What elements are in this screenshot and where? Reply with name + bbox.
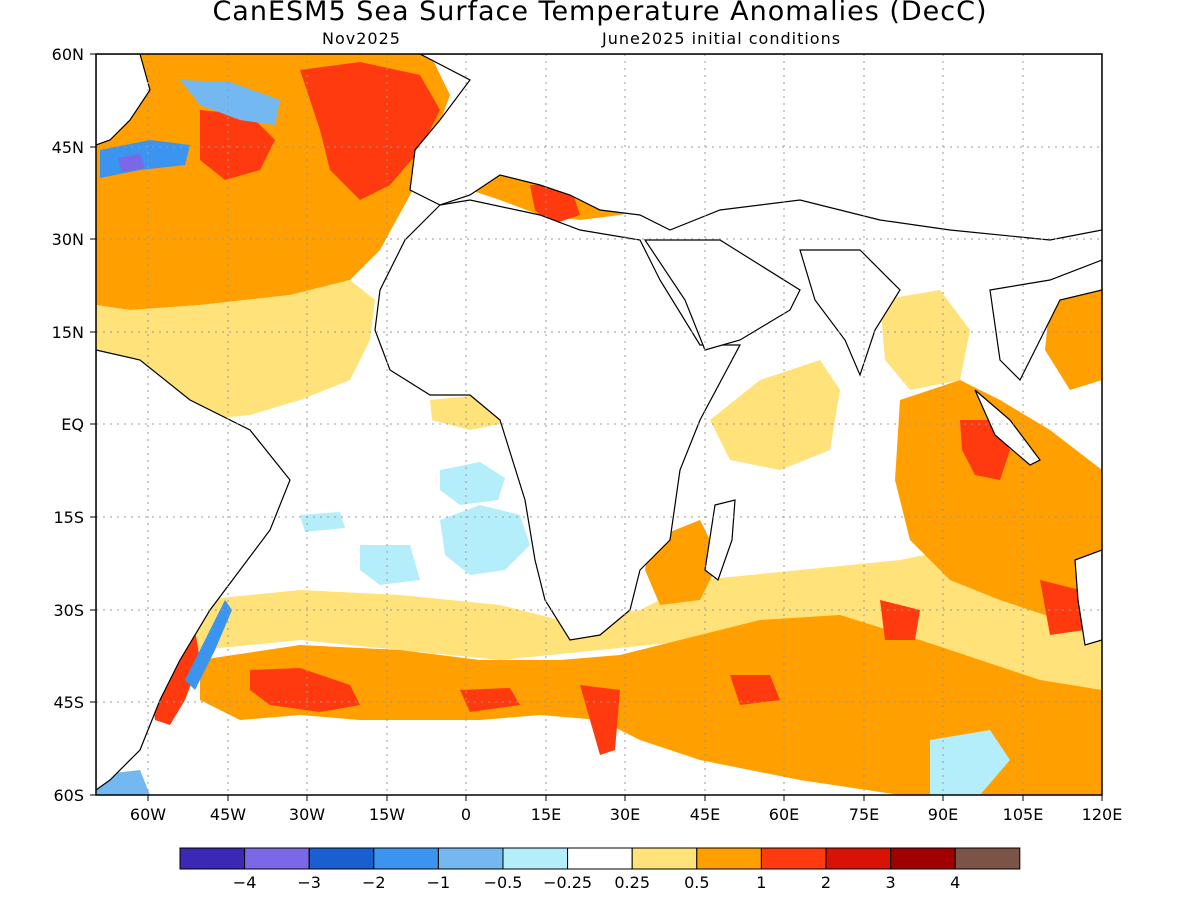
colorbar-swatch bbox=[502, 847, 569, 870]
colorbar-swatch bbox=[760, 847, 827, 870]
lon-label: 60E bbox=[769, 805, 799, 824]
indian-ocean-west-yellow bbox=[710, 360, 840, 470]
gridlines bbox=[96, 54, 1102, 795]
malvinas-cold-streak bbox=[185, 600, 232, 690]
lat-label: 30N bbox=[52, 230, 84, 249]
colorbar-swatch bbox=[631, 847, 698, 870]
south-atlantic-hot-1 bbox=[250, 668, 360, 712]
lon-label: 0 bbox=[461, 805, 471, 824]
lon-label: 30E bbox=[610, 805, 640, 824]
colorbar-swatch bbox=[244, 847, 310, 870]
colorbar-label: 0.25 bbox=[614, 873, 650, 892]
lat-label: 15S bbox=[53, 508, 84, 527]
colorbar-label: −0.25 bbox=[543, 873, 592, 892]
colorbar-label: −4 bbox=[233, 873, 257, 892]
lat-label: EQ bbox=[61, 415, 84, 434]
forecast-month: Nov2025 bbox=[322, 29, 401, 48]
south-america-landmass bbox=[96, 349, 291, 791]
africa-landmass bbox=[374, 199, 741, 641]
mediterranean-hot bbox=[530, 185, 580, 225]
lon-label: 60W bbox=[130, 805, 166, 824]
lon-label: 15W bbox=[369, 805, 405, 824]
lat-label: 60N bbox=[52, 45, 84, 64]
colorbar-label: −1 bbox=[427, 873, 451, 892]
australia-west-warm bbox=[1040, 580, 1085, 635]
australia-landmass bbox=[1074, 549, 1102, 646]
india-landmass bbox=[799, 249, 901, 377]
colorbar-label: −3 bbox=[297, 873, 321, 892]
north-atlantic-hot-core-2 bbox=[200, 110, 275, 180]
colorbar-label: 0.5 bbox=[684, 873, 709, 892]
sumatra-landmass bbox=[974, 389, 1041, 466]
colorbar-swatch bbox=[179, 847, 246, 870]
lon-label: 105E bbox=[1003, 805, 1044, 824]
colorbar: −4 −3 −2 −1 −0.5 −0.25 0.25 0.5 1 2 3 4 bbox=[179, 847, 1021, 892]
south-atlantic-cool-3 bbox=[300, 512, 345, 532]
lat-label: 15N bbox=[52, 323, 84, 342]
colorbar-swatch bbox=[567, 847, 633, 870]
indian-ocean-east-warm bbox=[895, 380, 1102, 620]
south-atlantic-cool-2 bbox=[440, 462, 505, 505]
lon-label: 30W bbox=[289, 805, 325, 824]
lat-label: 30S bbox=[53, 601, 84, 620]
europe-landmass bbox=[409, 54, 1102, 241]
initial-conditions-label: June2025 initial conditions bbox=[602, 29, 842, 48]
lon-label: 75E bbox=[849, 805, 879, 824]
newfoundland-cold-patch bbox=[180, 80, 280, 125]
latitude-labels: 60N 45N 30N 15N EQ 15S 30S 45S 60S bbox=[52, 45, 84, 805]
lon-label: 45E bbox=[690, 805, 720, 824]
anomaly-shading bbox=[96, 54, 1102, 795]
colorbar-swatch bbox=[373, 847, 439, 870]
brazil-current-hot bbox=[150, 630, 200, 725]
colorbar-swatch bbox=[308, 847, 375, 870]
longitude-labels: 60W 45W 30W 15W 0 15E 30E 45E 60E 75E 90… bbox=[130, 805, 1122, 824]
colorbar-label: 3 bbox=[886, 873, 896, 892]
lat-label: 45N bbox=[52, 138, 84, 157]
madagascar-landmass bbox=[704, 499, 736, 581]
southern-ocean-cool-patch bbox=[930, 730, 1010, 795]
lat-label: 60S bbox=[53, 786, 84, 805]
colorbar-swatch bbox=[890, 847, 956, 870]
coastlines bbox=[96, 54, 1102, 791]
southern-ocean-orange-belt bbox=[200, 615, 1102, 795]
colorbar-swatch bbox=[437, 847, 504, 870]
map-title: CanESM5 Sea Surface Temperature Anomalie… bbox=[212, 0, 988, 27]
axis-ticks bbox=[90, 53, 1103, 801]
labrador-deep-cold bbox=[118, 154, 145, 172]
colorbar-label: −0.5 bbox=[484, 873, 523, 892]
south-atlantic-hot-2 bbox=[460, 688, 520, 712]
south-atlantic-cool-4 bbox=[360, 545, 420, 585]
colorbar-swatch bbox=[696, 847, 762, 870]
colorbar-label: 4 bbox=[950, 873, 960, 892]
south-atlantic-cool-1 bbox=[440, 505, 530, 575]
colorbar-label: 1 bbox=[756, 873, 766, 892]
lon-label: 45W bbox=[210, 805, 246, 824]
colorbar-swatch bbox=[825, 847, 892, 870]
southeast-asia-landmass bbox=[989, 259, 1102, 382]
south-atlantic-hot-4 bbox=[730, 675, 780, 705]
colorbar-swatch bbox=[954, 847, 1021, 870]
arabia-landmass bbox=[643, 239, 801, 351]
lon-label: 120E bbox=[1082, 805, 1123, 824]
south-atlantic-hot-5 bbox=[880, 600, 920, 640]
colorbar-label: −2 bbox=[362, 873, 386, 892]
colorbar-label: 2 bbox=[821, 873, 831, 892]
north-atlantic-hot-core bbox=[300, 62, 440, 200]
north-america-landmass bbox=[96, 54, 151, 146]
bay-of-bengal-warm bbox=[880, 290, 970, 390]
lon-label: 15E bbox=[531, 805, 561, 824]
lat-label: 45S bbox=[53, 693, 84, 712]
lon-label: 90E bbox=[928, 805, 958, 824]
south-atlantic-hot-3 bbox=[580, 685, 620, 755]
